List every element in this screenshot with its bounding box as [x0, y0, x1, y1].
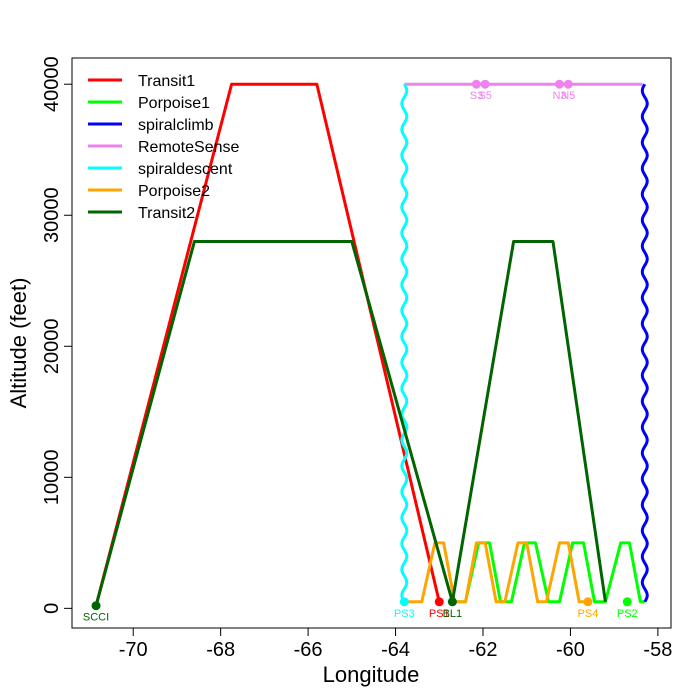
- legend-label: spiralclimb: [138, 117, 214, 134]
- y-axis-label: Altitude (feet): [6, 278, 31, 409]
- y-tick-label: 0: [41, 603, 63, 614]
- x-tick-label: -64: [381, 639, 410, 661]
- y-tick-label: 20000: [41, 318, 63, 374]
- x-tick-label: -66: [294, 639, 323, 661]
- legend-label: RemoteSense: [138, 139, 239, 156]
- point-label: S3: [470, 90, 483, 102]
- series-line-spiralclimb: [640, 83, 649, 603]
- point-label: N3: [552, 90, 566, 102]
- point-marker: [555, 79, 565, 89]
- y-tick-label: 30000: [41, 187, 63, 243]
- x-tick-label: -62: [469, 639, 498, 661]
- point-label: PS3: [394, 608, 415, 620]
- legend: Transit1 Porpoise1 spiralclimb RemoteSense s…: [88, 73, 239, 222]
- x-tick-label: -68: [206, 639, 235, 661]
- x-tick-label: -60: [556, 639, 585, 661]
- series-line-porpoise1: [450, 541, 645, 604]
- point-label: PS1: [429, 608, 450, 620]
- point-marker: [480, 79, 490, 89]
- point-marker: [434, 597, 444, 607]
- point-marker: [91, 601, 101, 611]
- x-axis: -70 -68 -66 -64 -62 -60 -58: [119, 628, 672, 661]
- point-label: SCCI: [83, 612, 109, 624]
- legend-label: Transit2: [138, 205, 195, 222]
- point-marker: [471, 79, 481, 89]
- point-marker: [563, 79, 573, 89]
- series-line-transit1: [94, 82, 441, 607]
- x-tick-label: -58: [643, 639, 672, 661]
- point-label: BL1: [443, 608, 463, 620]
- legend-label: Transit1: [138, 73, 195, 90]
- point-marker: [583, 597, 593, 607]
- legend-label: Porpoise1: [138, 95, 210, 112]
- point-marker: [622, 597, 632, 607]
- point-marker: [447, 597, 457, 607]
- legend-label: Porpoise2: [138, 183, 210, 200]
- series-line-spiraldescent: [400, 83, 409, 603]
- x-tick-label: -70: [119, 639, 148, 661]
- series-line-porpoise2: [404, 541, 588, 604]
- point-label: N5: [561, 90, 575, 102]
- point-marker: [399, 597, 409, 607]
- y-tick-label: 10000: [41, 449, 63, 505]
- y-tick-label: 40000: [41, 56, 63, 112]
- point-label: PS4: [578, 608, 599, 620]
- point-label: S5: [478, 90, 491, 102]
- x-axis-label: Longitude: [323, 662, 420, 687]
- legend-label: spiraldescent: [138, 161, 233, 178]
- plot-frame: [71, 57, 672, 629]
- point-label: PS2: [617, 608, 638, 620]
- y-axis: 0 10000 20000 30000 40000: [41, 56, 72, 614]
